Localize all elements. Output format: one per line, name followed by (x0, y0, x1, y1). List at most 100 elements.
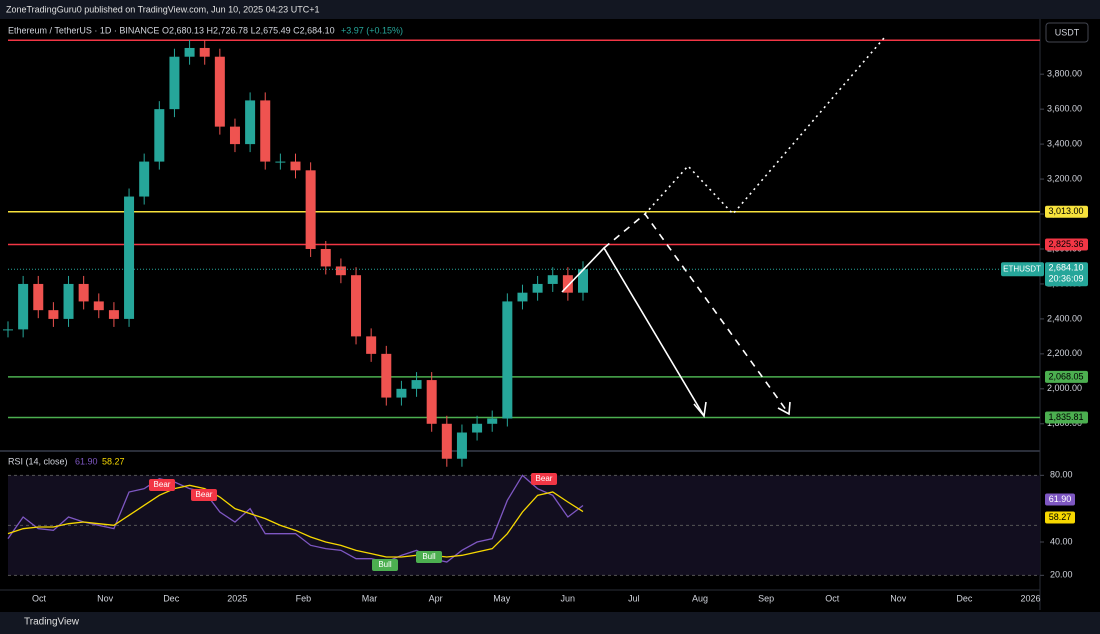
level-label: 2,825.36 (1048, 239, 1083, 249)
ticker-badge (1001, 262, 1044, 277)
candle (411, 380, 422, 389)
level-badge (1045, 205, 1088, 218)
signal-badge (531, 473, 557, 485)
candle (108, 310, 119, 319)
candle (547, 275, 558, 284)
y-tick-label: 3,600.00 (1047, 104, 1082, 114)
ticker-label: ETHUSDT (1003, 264, 1041, 273)
candle (33, 283, 44, 311)
signal-label: Bull (422, 552, 436, 561)
candle (381, 353, 392, 398)
candle (562, 275, 573, 293)
x-tick-label: Oct (825, 593, 840, 603)
x-tick-label: Dec (163, 593, 180, 603)
signal-label: Bear (196, 490, 213, 499)
candle (426, 380, 437, 424)
rsi-badge-label: 58.27 (1049, 512, 1072, 522)
x-tick-label: Sep (758, 593, 774, 603)
x-tick-label: Nov (890, 593, 907, 603)
level-badge (1045, 238, 1088, 251)
y-tick-label: 2,200.00 (1047, 348, 1082, 358)
y-tick-label: 3,200.00 (1047, 173, 1082, 183)
y-tick-label: 40.00 (1050, 536, 1073, 546)
arrow-head (777, 401, 791, 416)
change: +3.97 (+0.15%) (341, 25, 403, 35)
level-badge (1045, 411, 1088, 424)
candle (532, 283, 543, 293)
projection-drawings (561, 37, 885, 418)
candle (63, 283, 74, 319)
level-label: 1,835.81 (1048, 412, 1083, 422)
rsi-legend-value: 61.90 (75, 456, 98, 466)
bottom-bar (0, 612, 1100, 634)
x-tick-label: Dec (956, 593, 973, 603)
candle (320, 248, 331, 267)
signal-label: Bear (536, 474, 553, 483)
candle (78, 283, 89, 302)
signal-badge (372, 559, 398, 571)
y-tick-label: 2,400.00 (1047, 313, 1082, 323)
candle (578, 269, 588, 293)
level-badge (1045, 370, 1088, 383)
candle (290, 161, 301, 171)
x-tick-label: Jul (628, 593, 640, 603)
candle (366, 336, 377, 354)
currency-button[interactable] (1045, 22, 1089, 43)
x-tick-label: 2025 (227, 593, 247, 603)
candle (124, 196, 135, 319)
published-note: ZoneTradingGuru0 published on TradingVie… (6, 4, 319, 14)
candle (48, 310, 59, 319)
candle (139, 161, 150, 197)
signal-label: Bull (378, 560, 392, 569)
candle (396, 388, 407, 398)
x-tick-label: May (493, 593, 511, 603)
candle (184, 47, 195, 57)
currency-label[interactable]: USDT (1055, 27, 1080, 37)
y-tick-label: 80.00 (1050, 470, 1073, 480)
candle (93, 301, 104, 311)
candle (441, 423, 452, 459)
x-tick-label: Nov (97, 593, 114, 603)
price-badge (1045, 262, 1088, 287)
rsi-line (7, 474, 584, 563)
x-tick-label: Aug (692, 593, 708, 603)
x-tick-label: Oct (32, 593, 47, 603)
rsi-title: RSI (14, close) (8, 456, 68, 466)
candle (260, 100, 271, 162)
candle (229, 126, 240, 145)
brand: TradingView (24, 617, 80, 628)
y-tick-label: 2,000.00 (1047, 383, 1082, 393)
level-label: 3,013.00 (1048, 206, 1083, 216)
price-label: 2,684.10 (1048, 263, 1083, 273)
candle (517, 292, 528, 302)
candle (456, 432, 467, 459)
signal-badge (416, 551, 442, 563)
level-label: 2,068.05 (1048, 371, 1083, 381)
signal-badge (191, 489, 217, 501)
x-tick-label: Feb (296, 593, 312, 603)
rsi-line (7, 484, 584, 558)
candle (305, 170, 316, 249)
rsi-badge (1045, 493, 1075, 506)
x-tick-label: Mar (362, 593, 378, 603)
rsi-badge-label: 61.90 (1049, 494, 1072, 504)
candle (472, 423, 483, 433)
arrow-head (693, 401, 707, 418)
candle (214, 56, 225, 127)
signal-badge (149, 479, 175, 491)
candle (245, 100, 256, 145)
candle (199, 47, 210, 57)
top-bar (0, 0, 1100, 19)
y-tick-label: 3,800.00 (1047, 69, 1082, 79)
candle (169, 56, 180, 110)
candle (502, 301, 513, 419)
rsi-legend-value: 58.27 (102, 456, 125, 466)
candle (351, 275, 362, 337)
candle (3, 329, 13, 331)
signal-label: Bear (154, 480, 171, 489)
candle (154, 109, 165, 162)
projection-dotted (644, 37, 885, 216)
candle (275, 161, 286, 163)
rsi-badge (1045, 511, 1075, 524)
